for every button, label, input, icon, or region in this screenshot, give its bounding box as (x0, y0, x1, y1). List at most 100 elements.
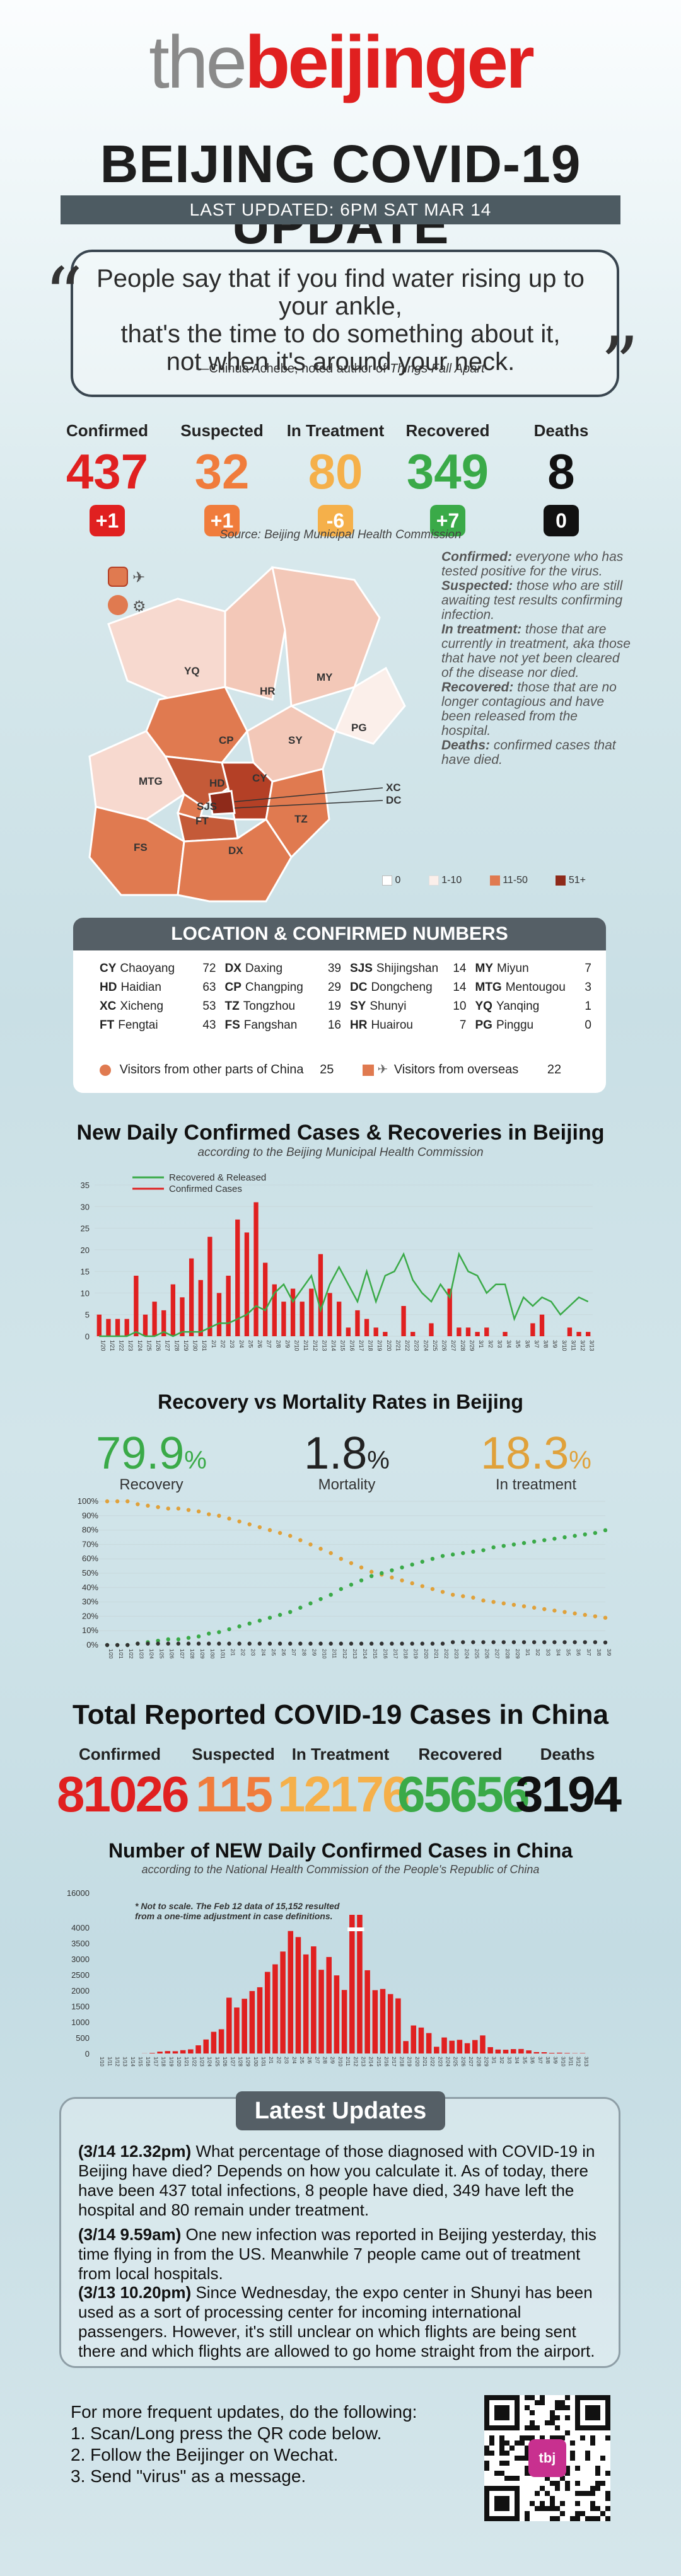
china-stat-deaths: Deaths 3194 (515, 1745, 622, 1822)
qr-module (595, 2466, 600, 2471)
point-mortality (552, 1640, 557, 1644)
bar-china-daily (487, 2047, 493, 2053)
point-in-treatment (207, 1512, 211, 1516)
x-tick-label: 2/17 (391, 2057, 397, 2067)
bar-china-daily (295, 1937, 301, 2053)
x-tick-label: 2/4 (260, 1649, 266, 1656)
x-tick-label: 2/8 (322, 2057, 328, 2064)
bar-china-daily (257, 1987, 263, 2053)
point-in-treatment (420, 1584, 424, 1588)
point-mortality (146, 1641, 150, 1646)
y-tick-label: 20 (81, 1245, 90, 1255)
y-tick-label: 10% (82, 1626, 98, 1635)
qr-module (565, 2405, 570, 2410)
x-tick-label: 3/11 (568, 2057, 574, 2067)
point-mortality (511, 1640, 516, 1644)
qr-module (560, 2435, 565, 2440)
x-tick-label: 1/13 (122, 2057, 128, 2067)
qr-module (540, 2501, 545, 2506)
bar-china-daily (226, 1997, 232, 2053)
x-tick-label: 2/18 (399, 2057, 404, 2067)
stat-suspected: Suspected 32 +1 (165, 421, 279, 536)
bar-china-daily (341, 1990, 347, 2053)
point-mortality (105, 1643, 110, 1648)
qr-finder (494, 2496, 509, 2511)
qr-module (515, 2476, 520, 2481)
point-mortality (573, 1640, 577, 1644)
visitors-overseas-icon (362, 1064, 374, 1076)
x-tick-label: 2/22 (443, 1649, 449, 1659)
qr-module (570, 2440, 575, 2446)
chart-daily-china: 0 500 1000 1500 2000 2500 3000 3500 4000 16000 1/1… (67, 1888, 589, 2067)
point-mortality (329, 1641, 333, 1646)
point-mortality (420, 1641, 424, 1646)
bar-confirmed (401, 1306, 406, 1336)
qr-module (540, 2400, 545, 2405)
x-tick-label: 1/29 (183, 1340, 189, 1351)
point-in-treatment (186, 1508, 191, 1512)
bar-confirmed (503, 1332, 508, 1336)
x-tick-label: 2/4 (291, 2057, 297, 2064)
x-tick-label: 3/4 (514, 2057, 520, 2064)
x-tick-label: 1/29 (199, 1649, 205, 1659)
qr-module (484, 2461, 489, 2466)
point-in-treatment (329, 1551, 333, 1556)
x-tick-label: 3/13 (589, 1340, 595, 1351)
recovery-rate: 79.9% Recovery (96, 1428, 207, 1493)
bar-confirmed (309, 1288, 314, 1336)
bar-confirmed (96, 1314, 102, 1336)
qr-module (560, 2511, 565, 2516)
qr-module (509, 2476, 515, 2481)
qr-module (600, 2511, 605, 2516)
qr-module (525, 2516, 530, 2521)
svg-text:SJS: SJS (197, 800, 217, 812)
qr-module (585, 2491, 590, 2496)
point-recovery (593, 1530, 598, 1535)
point-mortality (461, 1640, 465, 1644)
point-in-treatment (227, 1516, 231, 1521)
bar-china-daily (426, 2033, 432, 2053)
y-tick-label: 60% (82, 1554, 98, 1563)
x-tick-label: 2/23 (414, 1340, 420, 1351)
point-recovery (410, 1562, 414, 1567)
qr-module (520, 2435, 525, 2440)
x-tick-label: 1/30 (209, 1649, 215, 1659)
point-mortality (186, 1641, 191, 1646)
x-tick-label: 2/9 (284, 1340, 291, 1348)
china-stat-recovered: Recovered 65656 (397, 1745, 530, 1822)
bar-china-daily (334, 1975, 340, 2053)
bar-confirmed (346, 1327, 351, 1336)
bar-confirmed (134, 1276, 139, 1336)
x-tick-label: 2/21 (433, 1649, 439, 1659)
qr-module (504, 2440, 509, 2446)
x-tick-label: 3/8 (543, 1340, 549, 1348)
x-tick-label: 1/26 (222, 2057, 228, 2067)
qr-module (535, 2491, 540, 2496)
line-recovered (99, 1252, 589, 1337)
x-tick-label: 1/15 (137, 2057, 143, 2067)
point-in-treatment (318, 1547, 323, 1551)
qr-module (605, 2506, 610, 2511)
bar-china-daily (272, 1964, 278, 2053)
bar-confirmed (281, 1302, 286, 1336)
update-item: (3/14 12.32pm) What percentage of those … (78, 2142, 595, 2219)
bar-china-daily (318, 1970, 324, 2053)
quote-book-title: Things Fall Apart (390, 362, 485, 376)
point-mortality (308, 1641, 313, 1646)
qr-module (530, 2420, 535, 2425)
svg-text:SY: SY (288, 734, 303, 746)
qr-module (555, 2481, 560, 2486)
x-tick-label: 2/26 (460, 2057, 466, 2067)
china-stat-confirmed: Confirmed 81026 (57, 1745, 189, 1822)
y-tick-label: 30% (82, 1597, 98, 1607)
x-tick-label: 2/21 (422, 2057, 428, 2067)
update-item: (3/13 10.20pm) Since Wednesday, the expo… (78, 2283, 595, 2360)
bar-confirmed (115, 1319, 120, 1336)
x-tick-label: 3/3 (506, 2057, 512, 2064)
x-tick-label: 2/25 (453, 2057, 458, 2067)
location-cell: YQ Yanqing 1 (475, 1000, 592, 1013)
x-tick-label: 3/2 (535, 1649, 540, 1656)
bar-confirmed (337, 1302, 342, 1336)
location-cell: SY Shunyi 10 (350, 1000, 467, 1013)
